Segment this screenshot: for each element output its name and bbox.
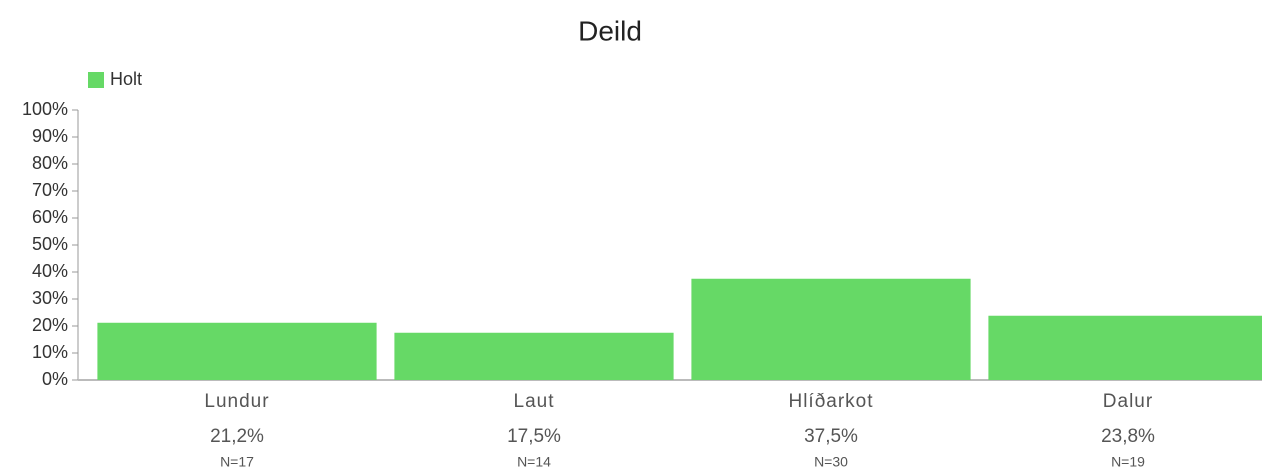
value-label: 21,2% bbox=[210, 426, 264, 447]
x-tick-label: Dalur bbox=[1103, 391, 1153, 412]
legend-swatch bbox=[88, 72, 104, 88]
y-tick-label: 60% bbox=[32, 207, 68, 227]
y-tick-label: 30% bbox=[32, 288, 68, 308]
n-label: N=14 bbox=[517, 454, 551, 470]
n-label: N=30 bbox=[814, 454, 848, 470]
x-tick-label: Lundur bbox=[204, 391, 269, 412]
bar bbox=[394, 332, 674, 380]
legend-label: Holt bbox=[110, 69, 142, 89]
value-label: 17,5% bbox=[507, 426, 561, 447]
y-tick-label: 0% bbox=[42, 369, 68, 389]
y-tick-label: 20% bbox=[32, 315, 68, 335]
y-tick-label: 80% bbox=[32, 153, 68, 173]
n-label: N=17 bbox=[220, 454, 254, 470]
y-tick-label: 90% bbox=[32, 126, 68, 146]
chart-title: Deild bbox=[578, 15, 642, 46]
y-tick-label: 100% bbox=[22, 99, 68, 119]
y-tick-label: 40% bbox=[32, 261, 68, 281]
bar bbox=[97, 322, 377, 380]
x-tick-label: Laut bbox=[514, 391, 555, 412]
y-tick-label: 50% bbox=[32, 234, 68, 254]
bar bbox=[691, 278, 971, 380]
y-tick-label: 10% bbox=[32, 342, 68, 362]
value-label: 23,8% bbox=[1101, 426, 1155, 447]
y-tick-label: 70% bbox=[32, 180, 68, 200]
value-label: 37,5% bbox=[804, 426, 858, 447]
x-tick-label: Hlíðarkot bbox=[788, 391, 873, 412]
bar bbox=[988, 315, 1262, 380]
n-label: N=19 bbox=[1111, 454, 1145, 470]
